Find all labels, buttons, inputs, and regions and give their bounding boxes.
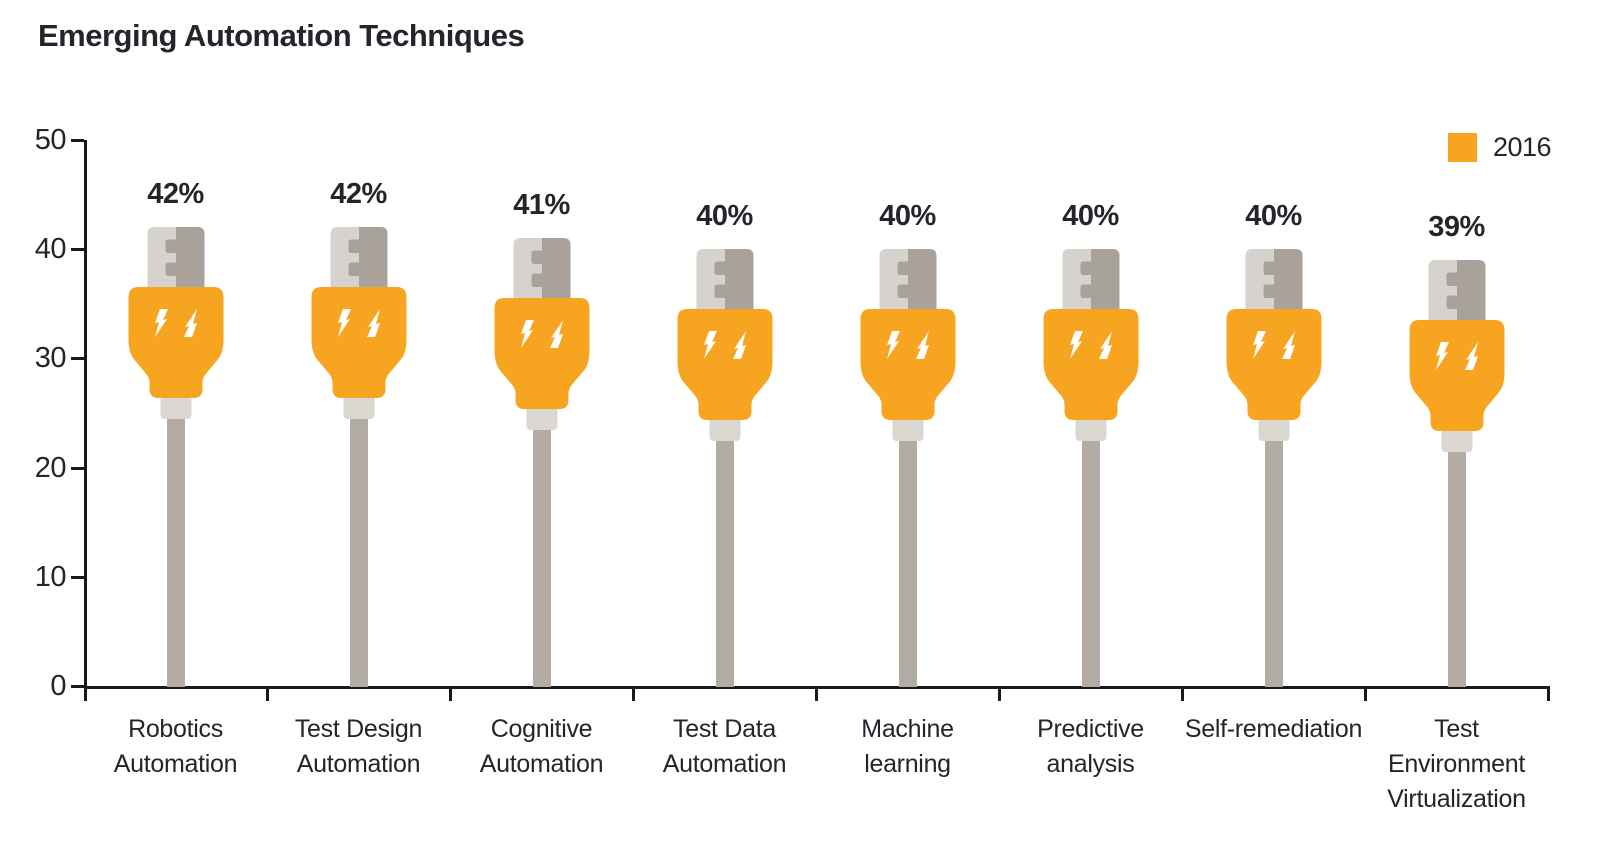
- value-label: 42%: [330, 178, 387, 211]
- category-label: Cognitive Automation: [479, 715, 604, 778]
- lightning-bolt-down-icon: [154, 309, 168, 338]
- lightning-bolt-up-icon: [1281, 331, 1295, 360]
- lightning-bolt-up-icon: [1464, 342, 1478, 371]
- y-tick-mark: [71, 248, 84, 252]
- category-label: Test Data Automation: [662, 715, 787, 778]
- x-tick-mark: [814, 686, 818, 701]
- lightning-bolt-up-icon: [183, 309, 197, 338]
- plug-body: [860, 309, 955, 421]
- y-axis-line: [84, 140, 87, 701]
- usb-plug-icon: [677, 249, 772, 442]
- lightning-bolt-up-icon: [1098, 331, 1112, 360]
- value-label: 40%: [1245, 200, 1302, 233]
- category-label: Self-remediation: [1184, 715, 1363, 743]
- value-label: 39%: [1428, 211, 1485, 244]
- strain-relief: [1075, 417, 1106, 442]
- strain-relief: [709, 417, 740, 442]
- lightning-bolt-up-icon: [366, 309, 380, 338]
- x-tick-mark: [997, 686, 1001, 701]
- value-label: 40%: [696, 200, 753, 233]
- legend: 2016: [1448, 132, 1552, 163]
- usb-plug-icon: [494, 238, 589, 431]
- y-tick-label: 40: [34, 233, 67, 266]
- lightning-bolt-up-icon: [915, 331, 929, 360]
- y-tick-label: 30: [34, 342, 67, 375]
- lightning-bolt-down-icon: [1069, 331, 1083, 360]
- usb-connector-dark-half: [1446, 260, 1485, 323]
- x-tick-mark: [448, 686, 452, 701]
- plug-cable: [532, 428, 551, 687]
- usb-connector-dark-half: [348, 227, 387, 290]
- x-tick-mark: [1180, 686, 1184, 701]
- y-tick-label: 50: [34, 124, 67, 156]
- legend-swatch-2016: [1448, 133, 1477, 162]
- legend-label: 2016: [1493, 132, 1552, 162]
- y-tick-mark: [71, 575, 84, 579]
- plug-cable: [349, 417, 368, 687]
- plug-cable: [715, 439, 734, 687]
- strain-relief: [343, 395, 374, 420]
- usb-connector-dark-half: [714, 249, 753, 312]
- y-tick-mark: [71, 139, 84, 142]
- x-tick-mark: [265, 686, 269, 701]
- category-label: Test Environment Virtualization: [1387, 715, 1526, 813]
- plug-cable: [1264, 439, 1283, 687]
- lightning-bolt-down-icon: [1252, 331, 1266, 360]
- value-label: 42%: [147, 178, 204, 211]
- plug-cable: [1447, 450, 1466, 687]
- category-label: Machine learning: [861, 715, 954, 778]
- x-tick-mark: [1363, 686, 1367, 701]
- usb-connector-dark-half: [897, 249, 936, 312]
- lightning-bolt-down-icon: [520, 320, 534, 349]
- plug-body: [1226, 309, 1321, 421]
- value-label: 40%: [1062, 200, 1119, 233]
- usb-connector-dark-half: [165, 227, 204, 290]
- usb-plug-icon: [311, 227, 406, 420]
- y-tick-mark: [71, 466, 84, 470]
- y-tick-label: 0: [50, 670, 66, 702]
- plug-cable: [166, 417, 185, 687]
- strain-relief: [526, 406, 557, 431]
- usb-connector-dark-half: [531, 238, 570, 301]
- value-label: 41%: [513, 189, 570, 222]
- usb-plug-icon: [1043, 249, 1138, 442]
- plug-body: [1409, 320, 1504, 432]
- usb-plug-icon: [1409, 260, 1504, 453]
- value-label: 40%: [879, 200, 936, 233]
- usb-plug-icon: [860, 249, 955, 442]
- plug-body: [677, 309, 772, 421]
- strain-relief: [1441, 428, 1472, 453]
- lightning-bolt-down-icon: [886, 331, 900, 360]
- strain-relief: [1258, 417, 1289, 442]
- plug-body: [311, 287, 406, 399]
- strain-relief: [160, 395, 191, 420]
- strain-relief: [892, 417, 923, 442]
- usb-connector-dark-half: [1080, 249, 1119, 312]
- plug-body: [128, 287, 223, 399]
- y-tick-label: 20: [34, 451, 67, 484]
- y-tick-mark: [71, 357, 84, 361]
- category-label: Test Design Automation: [294, 715, 423, 778]
- plug-body: [494, 298, 589, 410]
- y-tick-label: 10: [34, 560, 67, 593]
- category-label: Robotics Automation: [113, 715, 238, 778]
- y-tick-mark: [71, 685, 84, 688]
- chart-title: Emerging Automation Techniques: [38, 18, 525, 53]
- lightning-bolt-down-icon: [1435, 342, 1449, 371]
- plug-cable: [898, 439, 917, 687]
- x-tick-mark: [1546, 686, 1550, 701]
- usb-plug-icon: [128, 227, 223, 420]
- plug-cable: [1081, 439, 1100, 687]
- lightning-bolt-down-icon: [337, 309, 351, 338]
- lightning-bolt-up-icon: [549, 320, 563, 349]
- category-label: Predictive analysis: [1037, 715, 1144, 778]
- usb-connector-dark-half: [1263, 249, 1302, 312]
- x-tick-mark: [631, 686, 635, 701]
- plug-body: [1043, 309, 1138, 421]
- usb-plug-icon: [1226, 249, 1321, 442]
- lightning-bolt-down-icon: [703, 331, 717, 360]
- lightning-bolt-up-icon: [732, 331, 746, 360]
